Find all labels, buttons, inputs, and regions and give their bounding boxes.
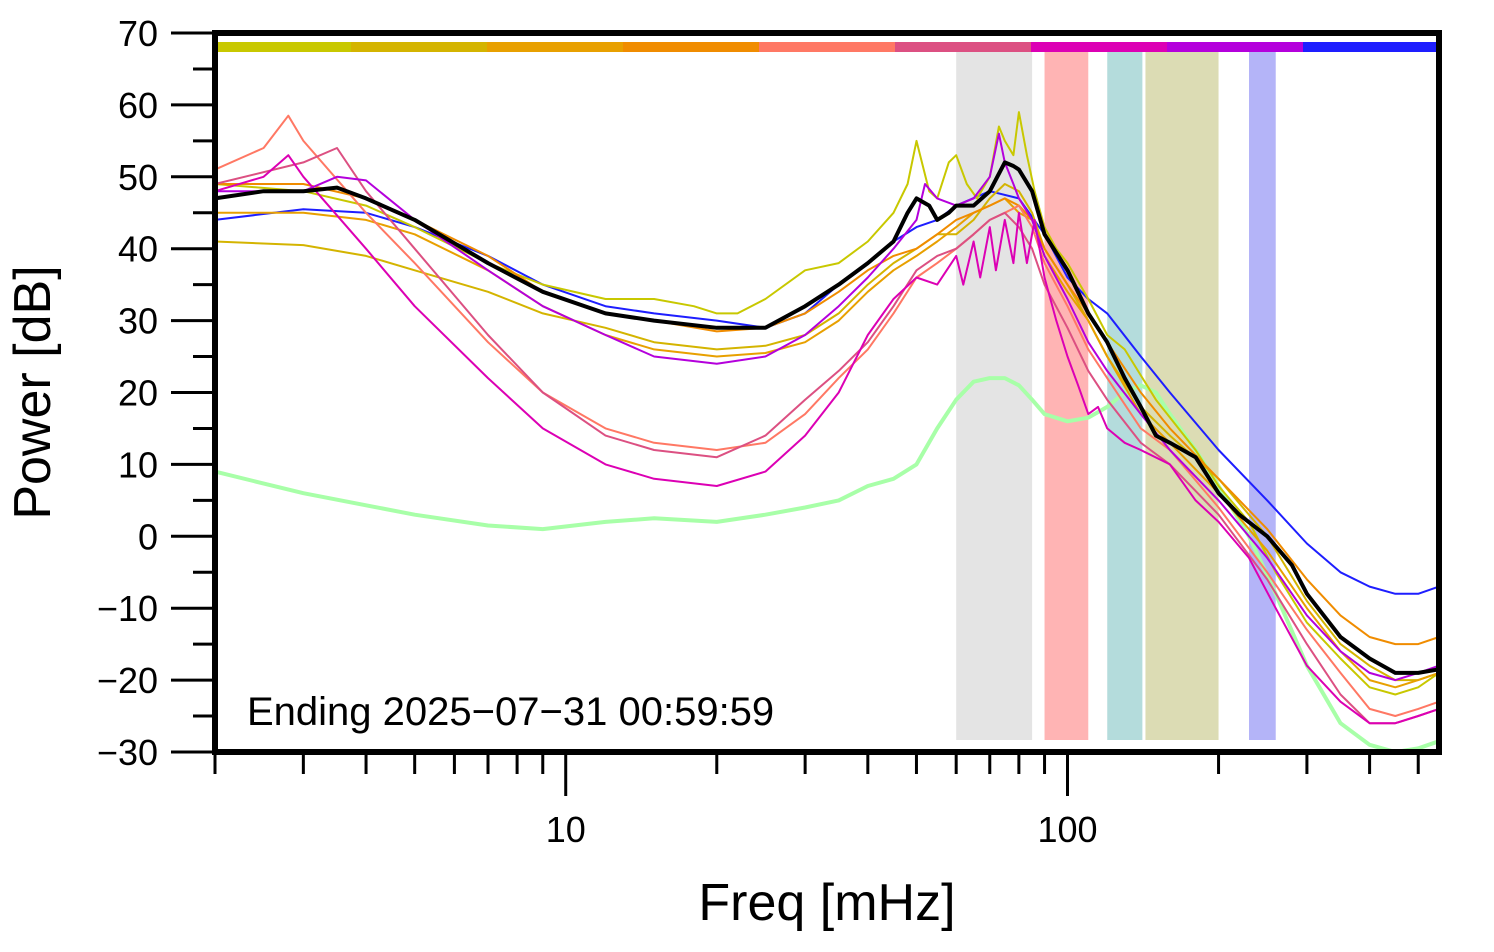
top-bar-segment-9	[1303, 42, 1440, 52]
x-axis-ticks: 10 100	[213, 752, 1420, 850]
x-tick-label: 100	[1037, 809, 1097, 850]
band-5	[1249, 52, 1276, 740]
y-tick-label: 60	[118, 85, 158, 126]
y-tick-label: 10	[118, 444, 158, 485]
top-color-bar	[215, 42, 1440, 52]
y-axis-label: Power [dB]	[4, 265, 62, 519]
top-bar-segment-4	[623, 42, 760, 52]
top-bar-segment-2	[351, 42, 488, 52]
x-tick-label: 10	[546, 809, 586, 850]
y-tick-label: 30	[118, 301, 158, 342]
top-bar-segment-5	[759, 42, 896, 52]
band-1	[956, 52, 1033, 740]
series-line-3	[214, 111, 1440, 696]
series-lines	[214, 111, 1440, 754]
top-bar-segment-6	[895, 42, 1032, 52]
y-tick-label: 20	[118, 373, 158, 414]
series-line-8	[214, 147, 1440, 725]
series-line-10	[215, 132, 1440, 682]
series-line-9	[214, 154, 1440, 725]
top-bar-segment-7	[1031, 42, 1168, 52]
series-line-1	[214, 376, 1440, 754]
y-tick-label: 70	[118, 13, 158, 54]
top-bar-segment-8	[1167, 42, 1304, 52]
series-line-11	[214, 160, 1440, 675]
time-annotation: Ending 2025−07−31 00:59:59	[247, 690, 774, 734]
y-tick-label: 50	[118, 157, 158, 198]
top-bar-segment-1	[215, 42, 352, 52]
y-axis-ticks: 70 60 50 40 30 20 10 0 −10 −20 −30	[97, 13, 215, 773]
x-axis-label: Freq [mHz]	[698, 874, 955, 932]
y-tick-label: −10	[97, 588, 158, 629]
y-tick-label: −20	[97, 660, 158, 701]
y-tick-label: 0	[138, 516, 158, 557]
y-tick-label: 40	[118, 229, 158, 270]
y-tick-label: −30	[97, 732, 158, 773]
band-3	[1107, 52, 1143, 740]
top-bar-segment-3	[487, 42, 624, 52]
